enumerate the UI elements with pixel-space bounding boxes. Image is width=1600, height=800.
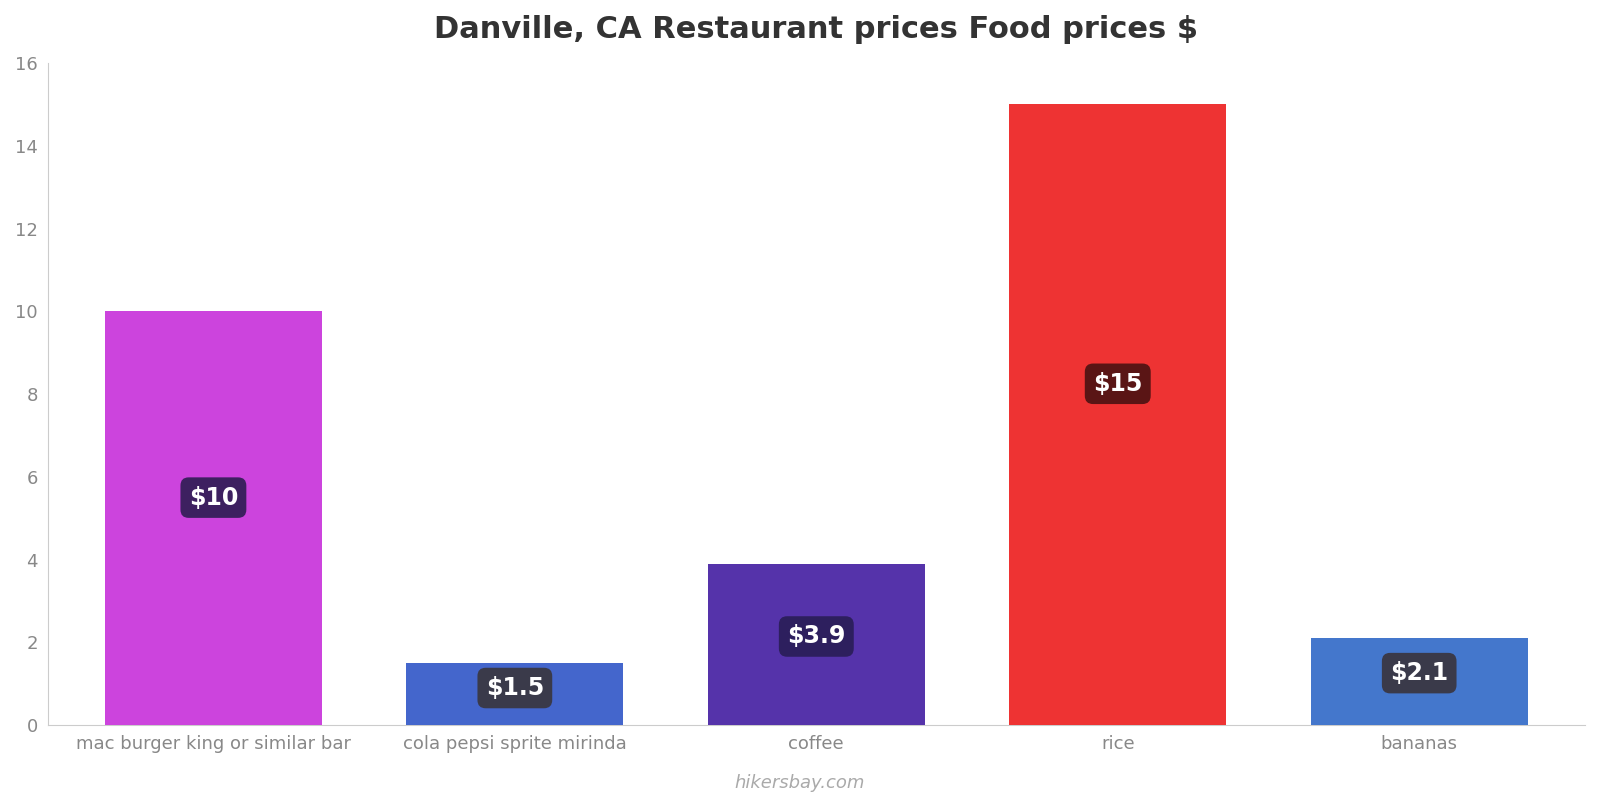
Text: $10: $10 xyxy=(189,486,238,510)
Text: $3.9: $3.9 xyxy=(787,625,845,649)
Bar xyxy=(406,663,624,726)
Text: $1.5: $1.5 xyxy=(486,676,544,700)
Text: $15: $15 xyxy=(1093,372,1142,396)
Bar xyxy=(106,311,322,726)
Title: Danville, CA Restaurant prices Food prices $: Danville, CA Restaurant prices Food pric… xyxy=(434,15,1198,44)
Text: hikersbay.com: hikersbay.com xyxy=(734,774,866,792)
Bar xyxy=(1010,104,1226,726)
Text: $2.1: $2.1 xyxy=(1390,661,1448,685)
Bar xyxy=(1310,638,1528,726)
Bar xyxy=(707,564,925,726)
